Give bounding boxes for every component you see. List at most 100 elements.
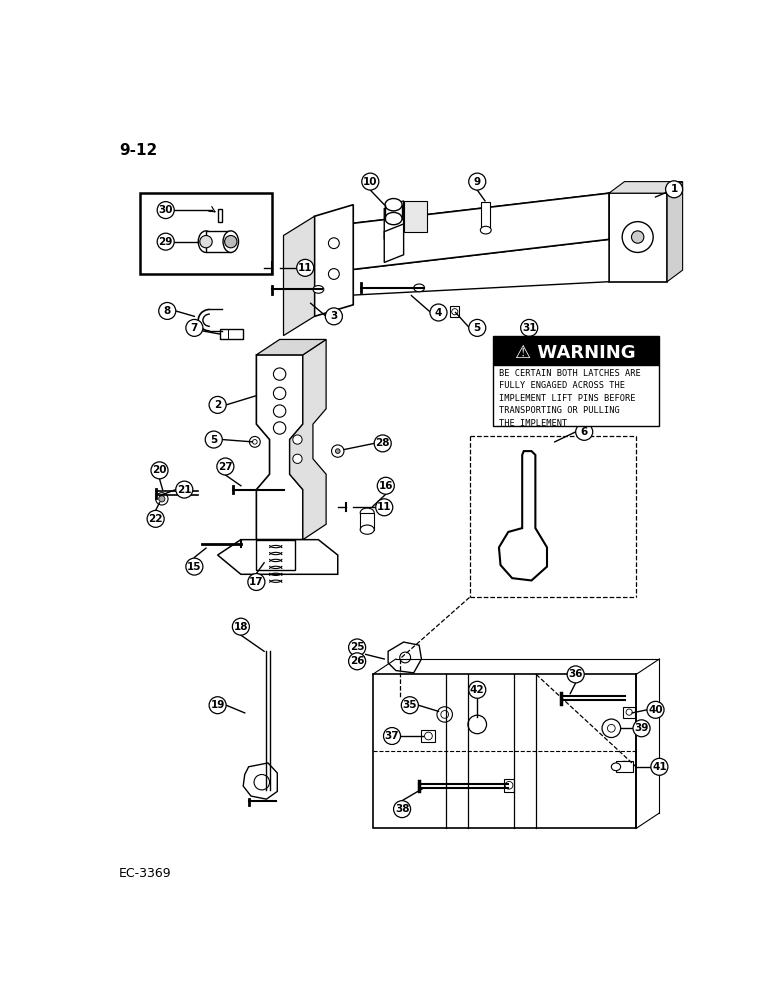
Circle shape bbox=[349, 653, 366, 670]
Text: 31: 31 bbox=[522, 323, 537, 333]
Circle shape bbox=[151, 462, 168, 479]
Circle shape bbox=[292, 454, 302, 463]
Circle shape bbox=[362, 173, 379, 190]
Circle shape bbox=[186, 558, 203, 575]
Circle shape bbox=[505, 781, 513, 789]
Ellipse shape bbox=[360, 525, 374, 534]
Polygon shape bbox=[314, 205, 353, 316]
Circle shape bbox=[158, 496, 165, 502]
Circle shape bbox=[349, 639, 366, 656]
Circle shape bbox=[469, 319, 486, 336]
Ellipse shape bbox=[313, 286, 324, 293]
Text: 35: 35 bbox=[402, 700, 417, 710]
Circle shape bbox=[158, 233, 174, 250]
Circle shape bbox=[205, 431, 222, 448]
Text: 4: 4 bbox=[434, 308, 442, 318]
Circle shape bbox=[158, 302, 176, 319]
Text: 18: 18 bbox=[234, 622, 248, 632]
Ellipse shape bbox=[385, 199, 402, 211]
Bar bbox=[450, 306, 459, 317]
Text: 3: 3 bbox=[330, 311, 338, 321]
Text: 8: 8 bbox=[164, 306, 171, 316]
Polygon shape bbox=[609, 182, 682, 193]
Bar bbox=[493, 365, 659, 426]
Circle shape bbox=[209, 697, 226, 714]
Circle shape bbox=[292, 435, 302, 444]
Circle shape bbox=[325, 308, 342, 325]
Text: 37: 37 bbox=[385, 731, 399, 741]
Circle shape bbox=[328, 269, 339, 279]
Circle shape bbox=[232, 618, 250, 635]
Text: 11: 11 bbox=[377, 502, 392, 512]
Ellipse shape bbox=[223, 231, 239, 252]
Circle shape bbox=[647, 701, 664, 718]
Text: 16: 16 bbox=[378, 481, 393, 491]
Ellipse shape bbox=[385, 212, 402, 225]
Circle shape bbox=[622, 222, 653, 252]
Text: 39: 39 bbox=[634, 723, 649, 733]
Circle shape bbox=[626, 709, 633, 715]
Polygon shape bbox=[289, 339, 326, 540]
Bar bbox=[623, 707, 636, 718]
Polygon shape bbox=[243, 763, 278, 799]
Bar bbox=[504, 779, 515, 792]
Bar bbox=[373, 674, 636, 828]
Circle shape bbox=[576, 423, 593, 440]
Circle shape bbox=[217, 458, 234, 475]
Circle shape bbox=[665, 181, 682, 198]
Text: 1: 1 bbox=[671, 184, 678, 194]
Text: 27: 27 bbox=[218, 462, 232, 472]
Circle shape bbox=[437, 707, 452, 722]
Polygon shape bbox=[385, 201, 403, 239]
Text: 2: 2 bbox=[214, 400, 222, 410]
Text: 28: 28 bbox=[375, 438, 390, 448]
Circle shape bbox=[378, 477, 395, 494]
Circle shape bbox=[248, 574, 265, 590]
Ellipse shape bbox=[198, 231, 214, 252]
Circle shape bbox=[632, 231, 644, 243]
Circle shape bbox=[253, 440, 257, 444]
Text: 15: 15 bbox=[187, 562, 201, 572]
Circle shape bbox=[602, 719, 621, 738]
Text: 26: 26 bbox=[350, 656, 364, 666]
Circle shape bbox=[296, 259, 314, 276]
Circle shape bbox=[335, 449, 340, 453]
Text: 19: 19 bbox=[211, 700, 225, 710]
Circle shape bbox=[250, 436, 261, 447]
Text: 38: 38 bbox=[395, 804, 410, 814]
Polygon shape bbox=[257, 355, 303, 540]
Circle shape bbox=[633, 720, 650, 737]
Circle shape bbox=[468, 715, 487, 734]
Bar bbox=[206, 231, 231, 252]
Ellipse shape bbox=[360, 508, 374, 517]
Circle shape bbox=[209, 396, 226, 413]
Circle shape bbox=[651, 758, 668, 775]
Circle shape bbox=[254, 774, 270, 790]
Ellipse shape bbox=[480, 226, 491, 234]
Polygon shape bbox=[667, 182, 682, 282]
Text: 41: 41 bbox=[652, 762, 667, 772]
Bar bbox=[140, 193, 272, 274]
Circle shape bbox=[332, 445, 344, 457]
Bar bbox=[493, 336, 659, 365]
Polygon shape bbox=[388, 642, 421, 673]
Text: 22: 22 bbox=[148, 514, 163, 524]
Bar bbox=[220, 329, 243, 339]
Bar bbox=[421, 730, 435, 742]
Circle shape bbox=[384, 728, 400, 744]
Polygon shape bbox=[314, 193, 609, 274]
Circle shape bbox=[401, 697, 418, 714]
Text: 29: 29 bbox=[158, 237, 173, 247]
Text: 10: 10 bbox=[363, 177, 378, 187]
Circle shape bbox=[399, 652, 410, 663]
Polygon shape bbox=[403, 201, 427, 232]
Circle shape bbox=[608, 724, 615, 732]
Circle shape bbox=[156, 493, 168, 505]
Text: 25: 25 bbox=[350, 642, 364, 652]
Circle shape bbox=[469, 681, 486, 698]
Circle shape bbox=[274, 387, 285, 400]
Text: 7: 7 bbox=[190, 323, 198, 333]
Circle shape bbox=[567, 666, 584, 683]
Text: 21: 21 bbox=[177, 485, 192, 495]
Circle shape bbox=[186, 319, 203, 336]
